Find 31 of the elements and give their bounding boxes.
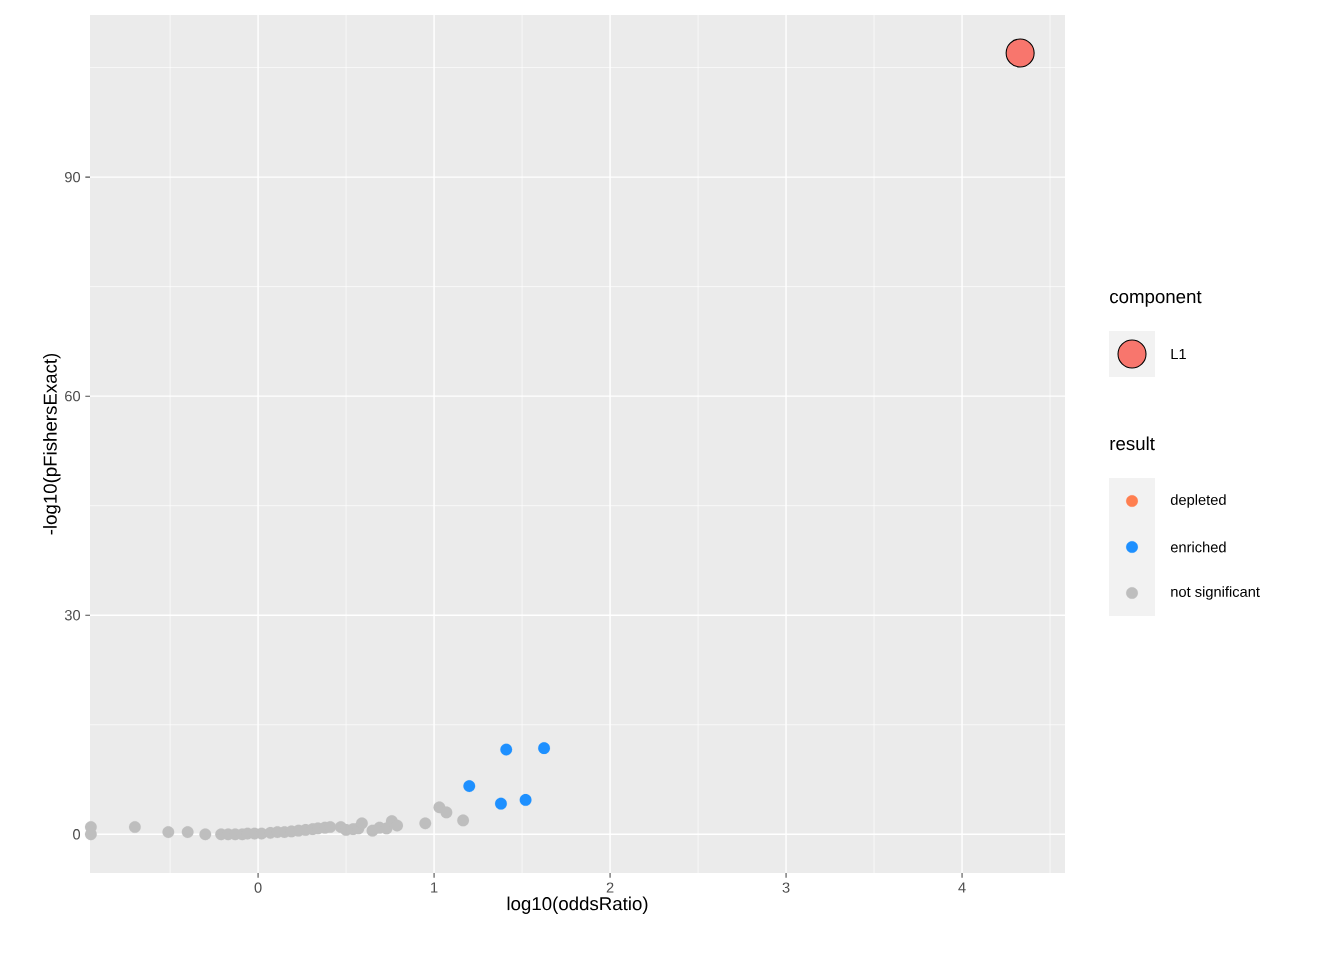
y-axis-title: -log10(pFishersExact) [43,353,61,535]
x-tick-label: 2 [606,882,614,893]
point [181,826,194,839]
x-tick-label: 3 [782,882,790,893]
y-tick-label: 60 [65,390,81,402]
point [391,819,404,832]
x-axis-title: log10(oddsRatio) [507,896,648,914]
y-tick-label: 0 [73,829,81,840]
point [538,742,551,755]
point [457,814,470,827]
point [355,817,368,830]
point [199,828,212,841]
point [500,743,513,756]
point [128,821,141,833]
point [519,794,532,806]
legend-label: enriched [1170,541,1226,553]
x-tick-label: 4 [958,882,966,893]
legend-label: L1 [1171,348,1186,360]
y-tick-label: 30 [64,610,81,621]
x-tick-label: 0 [254,882,262,893]
point [162,826,175,839]
y-tick-label: 90 [65,171,81,183]
legend-label: not significant [1171,586,1260,600]
point [463,780,476,793]
point [419,817,432,830]
legend-label: depleted [1170,494,1226,508]
point [495,797,507,810]
text: result [1110,436,1155,451]
point [440,806,453,819]
legend-title: component [1110,290,1202,307]
x-tick-label: 1 [431,882,438,893]
